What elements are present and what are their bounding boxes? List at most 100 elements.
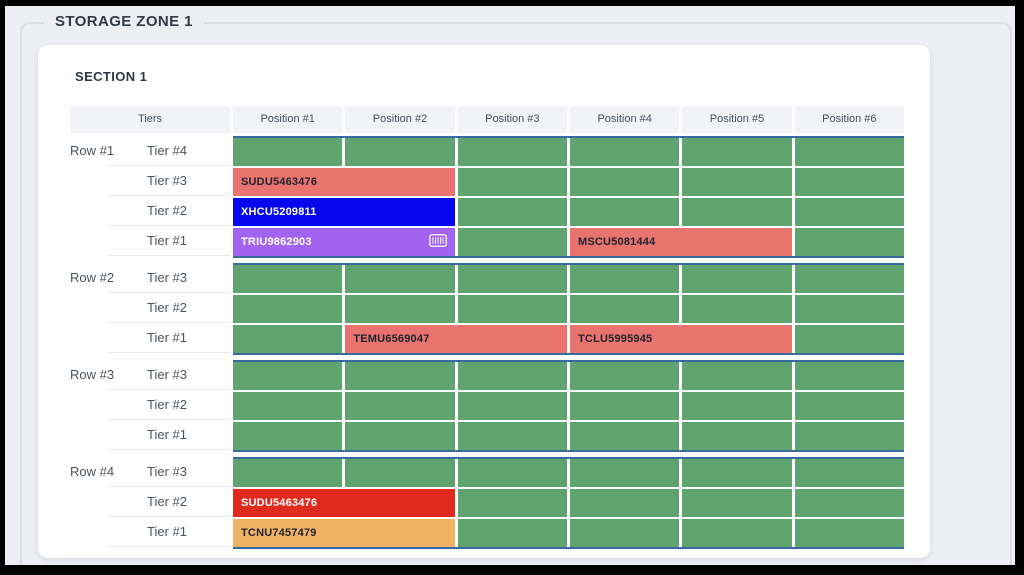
yard-table-header: Tiers Position #1 Position #2 Position #3 P… [70, 106, 904, 133]
slot-cell[interactable] [682, 138, 792, 166]
tier-label: Tier #3 [108, 360, 230, 390]
tier-label: Tier #2 [108, 196, 230, 226]
slot-cell[interactable] [457, 422, 567, 450]
row-labels-column: Row #2 Tier #3 Tier #2 Tier #1 [70, 263, 230, 355]
slot-cell[interactable] [794, 459, 904, 487]
slot-cell[interactable] [457, 265, 567, 293]
tier-grid [233, 360, 904, 452]
slot-cell[interactable] [233, 325, 343, 353]
row-group: Row #2 Tier #3 Tier #2 Tier #1 TEMU6569047 TC… [70, 263, 904, 355]
slot-cell[interactable] [682, 489, 792, 517]
slot-cell[interactable] [794, 168, 904, 196]
slot-cell[interactable] [794, 362, 904, 390]
slot-cell[interactable] [233, 295, 343, 323]
tier-labels-column: Tier #4 Tier #3 Tier #2 Tier #1 [108, 136, 230, 258]
slot-cell[interactable] [457, 519, 567, 547]
container-id: TCLU5995945 [578, 333, 653, 345]
slot-cell[interactable] [457, 362, 567, 390]
slot-cell[interactable] [794, 295, 904, 323]
container-block[interactable]: TRIU9862903 [233, 228, 455, 256]
slot-cell[interactable] [457, 392, 567, 420]
slot-cell[interactable] [570, 459, 680, 487]
slot-cell[interactable] [345, 138, 455, 166]
slot-cell[interactable] [682, 519, 792, 547]
row-label: Row #3 [70, 367, 115, 382]
slot-cell[interactable] [570, 265, 680, 293]
slot-cell[interactable] [570, 519, 680, 547]
tier-label: Tier #2 [108, 293, 230, 323]
container-id: TRIU9862903 [241, 236, 312, 248]
slot-cell[interactable] [570, 295, 680, 323]
container-block[interactable]: XHCU5209811 [233, 198, 455, 226]
slot-cell[interactable] [457, 168, 567, 196]
slot-cell[interactable] [570, 198, 680, 226]
tier-labels-column: Tier #3 Tier #2 Tier #1 [108, 263, 230, 355]
container-id: SUDU5463476 [241, 176, 318, 188]
slot-cell[interactable] [682, 295, 792, 323]
slot-cell[interactable] [794, 392, 904, 420]
tier-label: Tier #1 [108, 420, 230, 450]
slot-cell[interactable] [570, 489, 680, 517]
slot-cell[interactable] [682, 362, 792, 390]
slot-cell[interactable] [457, 138, 567, 166]
slot-cell[interactable] [682, 422, 792, 450]
slot-cell[interactable] [794, 489, 904, 517]
slot-cell[interactable] [233, 422, 343, 450]
slot-cell[interactable] [233, 459, 343, 487]
slot-cell[interactable] [794, 138, 904, 166]
slot-cell[interactable] [457, 228, 567, 256]
slot-cell[interactable] [570, 392, 680, 420]
slot-cell[interactable] [233, 138, 343, 166]
slot-cell[interactable] [457, 459, 567, 487]
slot-cell[interactable] [570, 168, 680, 196]
slot-cell[interactable] [457, 295, 567, 323]
slot-cell[interactable] [345, 459, 455, 487]
slot-cell[interactable] [345, 295, 455, 323]
container-block[interactable]: TCNU7457479 [233, 519, 455, 547]
container-block[interactable]: TCLU5995945 [570, 325, 792, 353]
slot-cell[interactable] [794, 198, 904, 226]
slot-cell[interactable] [233, 362, 343, 390]
storage-zone-outline: STORAGE ZONE 1 [20, 13, 1012, 565]
position-header-4: Position #4 [570, 106, 680, 133]
slot-cell[interactable] [682, 168, 792, 196]
tier-label: Tier #1 [108, 226, 230, 256]
slot-cell[interactable] [794, 325, 904, 353]
slot-cell[interactable] [457, 198, 567, 226]
container-block[interactable]: SUDU5463476 [233, 168, 455, 196]
container-id: TEMU6569047 [353, 333, 430, 345]
slot-cell[interactable] [345, 265, 455, 293]
slot-cell[interactable] [682, 459, 792, 487]
slot-cell[interactable] [794, 422, 904, 450]
container-id: XHCU5209811 [241, 206, 317, 218]
position-headers: Position #1 Position #2 Position #3 Positio… [233, 106, 904, 133]
slot-cell[interactable] [570, 362, 680, 390]
position-header-5: Position #5 [682, 106, 792, 133]
row-group: Row #1 Tier #4 Tier #3 Tier #2 Tier #1 SUDU54… [70, 136, 904, 258]
container-block[interactable]: TEMU6569047 [345, 325, 567, 353]
tier-grid: SUDU5463476 TCNU7457479 [233, 457, 904, 549]
tier-label: Tier #2 [108, 390, 230, 420]
slot-cell[interactable] [233, 265, 343, 293]
slot-cell[interactable] [570, 138, 680, 166]
slot-cell[interactable] [233, 392, 343, 420]
slot-cell[interactable] [794, 519, 904, 547]
slot-cell[interactable] [345, 392, 455, 420]
slot-cell[interactable] [682, 392, 792, 420]
slot-cell[interactable] [345, 362, 455, 390]
row-labels-column: Row #4 Tier #3 Tier #2 Tier #1 [70, 457, 230, 549]
tier-labels-column: Tier #3 Tier #2 Tier #1 [108, 360, 230, 452]
slot-cell[interactable] [570, 422, 680, 450]
slot-cell[interactable] [794, 265, 904, 293]
slot-cell[interactable] [794, 228, 904, 256]
slot-cell[interactable] [682, 265, 792, 293]
container-block[interactable]: MSCU5081444 [570, 228, 792, 256]
slot-cell[interactable] [457, 489, 567, 517]
row-label: Row #4 [70, 464, 115, 479]
container-block[interactable]: SUDU5463476 [233, 489, 455, 517]
tier-grid: SUDU5463476 XHCU5209811 TRIU9862903 MSCU508… [233, 136, 904, 258]
container-id: MSCU5081444 [578, 236, 656, 248]
slot-cell[interactable] [345, 422, 455, 450]
slot-cell[interactable] [682, 198, 792, 226]
container-icon [428, 234, 447, 250]
